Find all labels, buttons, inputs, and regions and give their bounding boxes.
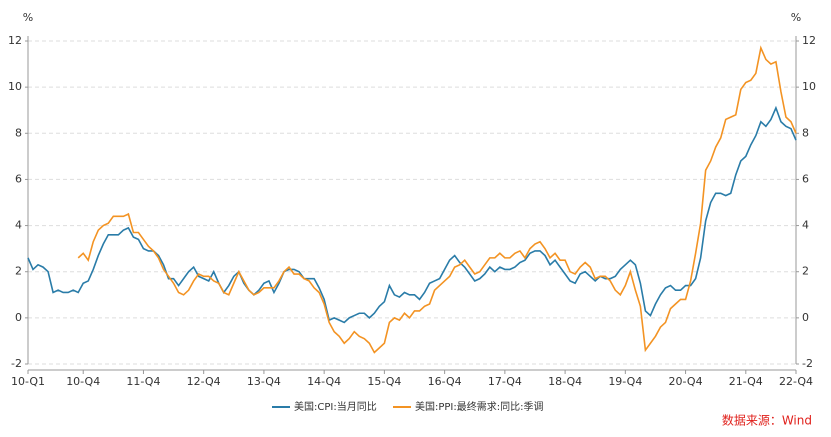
y2-tick-label: 10	[802, 80, 816, 93]
y-tick-label: 2	[15, 265, 22, 278]
x-tick-label: 16-Q4	[428, 375, 462, 388]
x-tick-label: 11-Q4	[126, 375, 160, 388]
line-series	[27, 105, 797, 324]
source: 数据来源：Wind	[722, 413, 812, 428]
line-series	[77, 45, 797, 354]
x-tick-label: 10-Q4	[66, 375, 100, 388]
y-tick-label: 10	[8, 80, 22, 93]
legend-label: 美国:CPI:当月同比	[294, 400, 377, 413]
y-tick-label: -2	[11, 357, 22, 370]
y2-tick-label: 6	[802, 172, 809, 185]
y-tick-label: 0	[15, 311, 22, 324]
x-tick-label: 13-Q4	[247, 375, 281, 388]
y-tick-label: 4	[15, 219, 22, 232]
y2-tick-label: -2	[802, 357, 813, 370]
x-tick-label: 10-Q1	[11, 375, 45, 388]
y2-tick-label: 2	[802, 265, 809, 278]
y-tick-label: 6	[15, 172, 22, 185]
y2-tick-label: 8	[802, 126, 809, 139]
x-tick-label: 18-Q4	[548, 375, 582, 388]
x-tick-label: 15-Q4	[367, 375, 401, 388]
x-tick-label: 21-Q4	[729, 375, 763, 388]
y2-unit: %	[791, 11, 801, 24]
x-tick-label: 17-Q4	[488, 375, 522, 388]
y2-tick-label: 12	[802, 34, 816, 47]
y2-tick-label: 4	[802, 219, 809, 232]
y-tick-label: 12	[8, 34, 22, 47]
x-tick-label: 12-Q4	[187, 375, 221, 388]
x-tick-label: 19-Q4	[608, 375, 642, 388]
x-tick-label: 20-Q4	[669, 375, 703, 388]
x-tick-label: 22-Q4	[779, 375, 813, 388]
x-tick-label: 14-Q4	[307, 375, 341, 388]
y-tick-label: 8	[15, 126, 22, 139]
y-unit: %	[23, 11, 33, 24]
legend-label: 美国:PPI:最终需求:同比:季调	[415, 400, 544, 413]
y2-tick-label: 0	[802, 311, 809, 324]
